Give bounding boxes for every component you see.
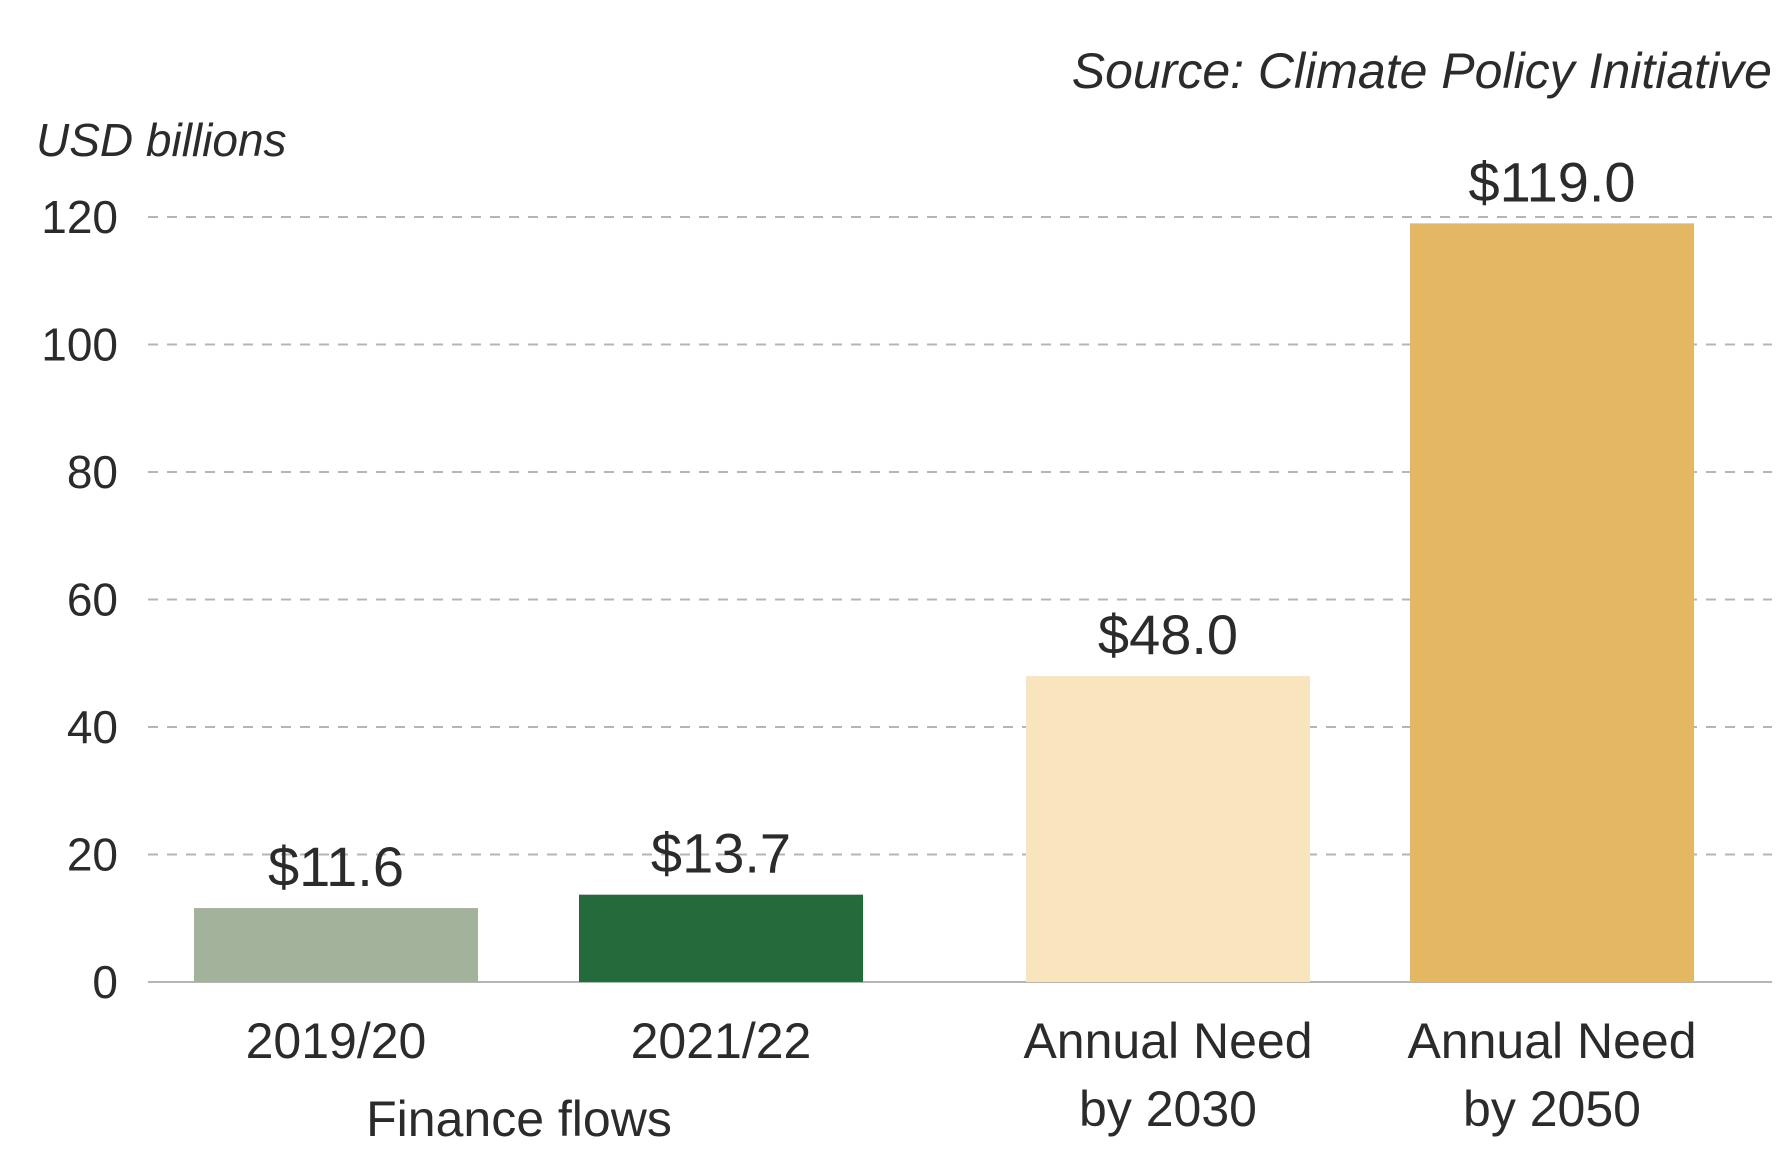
- source-note: Source: Climate Policy Initiative: [1072, 43, 1772, 99]
- x-category-label-2-line-1: by 2030: [1079, 1081, 1257, 1137]
- x-category-label-3-line-1: by 2050: [1463, 1081, 1641, 1137]
- bar-0: [194, 908, 478, 982]
- bar-2: [1026, 676, 1310, 982]
- x-axis-categories: 2019/20 2021/22 Annual Need by 2030 Annual N…: [246, 1013, 1697, 1137]
- x-category-label-2-line-0: Annual Need: [1023, 1013, 1312, 1069]
- x-category-label-1-line-0: 2021/22: [631, 1013, 812, 1069]
- bar-1: [579, 894, 863, 982]
- data-label-1: $13.7: [651, 822, 791, 885]
- data-label-3: $119.0: [1468, 150, 1635, 213]
- data-labels: $11.6 $13.7 $48.0 $119.0: [268, 150, 1636, 898]
- data-label-2: $48.0: [1098, 603, 1238, 666]
- y-tick-label-100: 100: [41, 319, 118, 371]
- y-unit-label: USD billions: [36, 114, 287, 166]
- data-label-0: $11.6: [268, 835, 404, 898]
- y-axis-ticks: 0 20 40 60 80 100 120: [41, 191, 118, 1008]
- bars: [194, 223, 1694, 982]
- bar-3: [1410, 223, 1694, 982]
- y-tick-label-60: 60: [67, 574, 118, 626]
- y-tick-label-20: 20: [67, 829, 118, 881]
- x-category-label-3-line-0: Annual Need: [1407, 1013, 1696, 1069]
- x-category-label-0-line-0: 2019/20: [246, 1013, 427, 1069]
- group-label-finance-flows: Finance flows: [366, 1091, 672, 1147]
- y-tick-label-80: 80: [67, 446, 118, 498]
- y-tick-label-120: 120: [41, 191, 118, 243]
- y-tick-label-0: 0: [92, 956, 118, 1008]
- y-tick-label-40: 40: [67, 701, 118, 753]
